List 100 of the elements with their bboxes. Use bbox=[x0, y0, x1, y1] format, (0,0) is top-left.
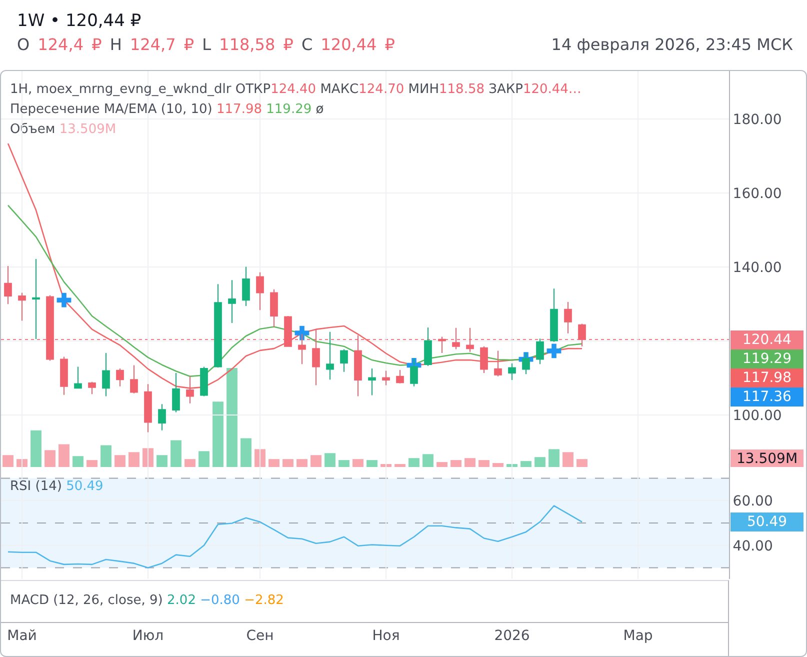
ref-line-label: 120.44 bbox=[742, 332, 792, 348]
candlestick bbox=[4, 266, 12, 305]
x-tick-label: Сен bbox=[246, 628, 274, 644]
candlestick bbox=[74, 366, 82, 389]
candlestick bbox=[550, 288, 558, 342]
bar bbox=[268, 459, 280, 467]
text: 117.36 bbox=[742, 389, 792, 405]
bar bbox=[548, 449, 560, 467]
bar bbox=[58, 444, 70, 467]
bar bbox=[44, 450, 56, 467]
candlestick bbox=[214, 284, 222, 368]
bar bbox=[100, 445, 112, 467]
candlestick bbox=[438, 336, 446, 354]
bar bbox=[254, 449, 266, 467]
text: 119.29 bbox=[742, 351, 792, 367]
y-tick-label: 100.00 bbox=[732, 408, 782, 424]
candlestick bbox=[480, 346, 488, 374]
candlestick bbox=[270, 288, 278, 328]
bar bbox=[478, 460, 490, 467]
annotation: 1H, moex_mrng_evng_e_wknd_dlr ОТКР124.40 МАКС124.70 МИН118.58 ЗАКР120.44… bbox=[10, 81, 582, 99]
chart-subtitle: O 124,4 ₽ H 124,7 ₽ L 118,58 ₽ C 120,44 ₽ bbox=[17, 35, 395, 54]
candlestick bbox=[284, 316, 292, 348]
bar bbox=[282, 459, 294, 467]
line-series bbox=[7, 204, 583, 377]
y-tick-label: 40.00 bbox=[732, 538, 773, 554]
bar bbox=[380, 464, 392, 467]
bar bbox=[184, 459, 196, 467]
x-tick-label: Ноя bbox=[372, 628, 400, 644]
candlestick bbox=[200, 366, 208, 397]
candlestick bbox=[494, 350, 502, 377]
y-tick-label: 180.00 bbox=[732, 112, 782, 128]
y-tick-label: 60.00 bbox=[732, 494, 773, 510]
candlestick bbox=[116, 368, 124, 387]
bar bbox=[394, 464, 406, 467]
bar bbox=[450, 460, 462, 467]
bar bbox=[408, 458, 420, 467]
candlestick bbox=[298, 334, 306, 365]
bar bbox=[86, 460, 98, 467]
candlestick bbox=[46, 294, 54, 362]
bar bbox=[324, 453, 336, 467]
candlestick bbox=[88, 381, 96, 395]
bar bbox=[576, 459, 588, 467]
point bbox=[56, 292, 72, 308]
candlestick bbox=[508, 362, 516, 381]
bar bbox=[366, 460, 378, 467]
x-tick-label: 2026 bbox=[494, 628, 530, 644]
point bbox=[546, 344, 562, 358]
candlestick bbox=[158, 404, 166, 431]
candlestick bbox=[410, 358, 418, 387]
candlestick bbox=[102, 352, 110, 397]
bar bbox=[436, 462, 448, 467]
text: 13.509M bbox=[736, 451, 798, 467]
candlestick bbox=[326, 331, 334, 380]
bar bbox=[72, 456, 84, 467]
line-series bbox=[7, 505, 583, 568]
bar bbox=[534, 457, 546, 467]
bar bbox=[492, 463, 504, 467]
x-tick-label: Июл bbox=[132, 628, 164, 644]
candlestick bbox=[256, 272, 264, 311]
bar bbox=[296, 459, 308, 467]
point bbox=[294, 326, 310, 340]
candlestick bbox=[130, 364, 138, 394]
candlestick bbox=[522, 352, 530, 375]
candlestick bbox=[32, 258, 40, 340]
y-tick-label: 160.00 bbox=[732, 186, 782, 202]
candlestick bbox=[382, 370, 390, 386]
bar bbox=[142, 448, 154, 467]
bar bbox=[562, 452, 574, 467]
bar bbox=[170, 440, 182, 467]
candlestick bbox=[564, 301, 572, 334]
candlestick bbox=[536, 338, 544, 365]
x-tick-label: Мар bbox=[623, 628, 653, 644]
y-tick-label: 140.00 bbox=[732, 260, 782, 276]
bar bbox=[506, 464, 518, 467]
candlestick bbox=[452, 327, 460, 350]
candlestick bbox=[396, 370, 404, 384]
bar bbox=[30, 430, 42, 467]
bar bbox=[422, 454, 434, 467]
annotation: RSI (14) 50.49 bbox=[10, 478, 104, 496]
candlestick bbox=[242, 266, 250, 307]
text: MACD (12, 26, close, 9) 2.02 −0.80 −2.82 bbox=[10, 592, 284, 610]
bar bbox=[520, 461, 532, 467]
candlestick bbox=[18, 292, 26, 322]
bar bbox=[310, 455, 322, 467]
bar bbox=[464, 458, 476, 467]
bar bbox=[212, 402, 224, 467]
candlestick bbox=[172, 372, 180, 413]
bar bbox=[114, 455, 126, 467]
bar bbox=[352, 459, 364, 467]
candlestick bbox=[466, 327, 474, 352]
candlestick bbox=[228, 280, 236, 324]
candlestick bbox=[312, 328, 320, 386]
chart-title: 1W • 120,44 ₽ bbox=[17, 11, 142, 31]
text: 117.98 bbox=[742, 370, 792, 386]
bar bbox=[198, 451, 210, 467]
bar bbox=[226, 368, 238, 467]
bar bbox=[240, 438, 252, 467]
candlestick bbox=[144, 384, 152, 433]
candlestick bbox=[340, 348, 348, 372]
bar bbox=[2, 455, 14, 467]
